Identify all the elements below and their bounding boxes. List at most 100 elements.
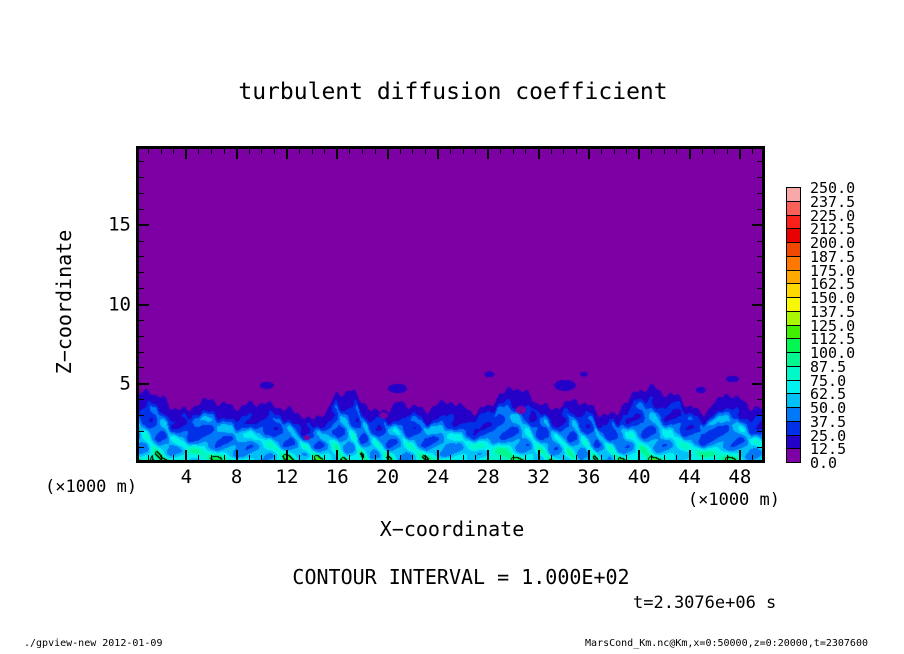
x-axis-tick: [361, 455, 363, 460]
y-axis-tick-right: [757, 319, 762, 321]
x-axis-tick-top: [537, 149, 540, 159]
x-axis-tick: [160, 455, 162, 460]
x-axis-tick: [235, 450, 238, 460]
colorbar-box: [786, 434, 801, 450]
x-axis-tick: [563, 455, 565, 460]
x-axis-tick-top: [626, 149, 628, 154]
x-axis-tick-top: [751, 149, 753, 154]
x-axis-tick-top: [638, 149, 641, 159]
x-axis-tick-top: [210, 149, 212, 154]
x-axis-tick: [475, 455, 477, 460]
x-axis-tick-top: [587, 149, 590, 159]
y-axis-tick: [139, 414, 144, 416]
colorbar-box: [786, 407, 801, 422]
x-axis-tick: [600, 455, 602, 460]
x-axis-tick-top: [349, 149, 351, 154]
x-tick-label: 28: [476, 466, 500, 488]
x-tick-label: 32: [527, 466, 550, 488]
colorbar-label: 112.5: [810, 330, 856, 349]
colorbar-box: [786, 352, 801, 367]
x-unit-label-left: (×1000 m): [45, 477, 138, 497]
x-axis-tick-top: [424, 149, 426, 154]
x-axis-tick: [374, 455, 376, 460]
x-axis-tick: [537, 450, 540, 460]
colorbar-label: 225.0: [810, 206, 856, 225]
colorbar-label: 37.5: [810, 412, 847, 431]
colorbar-label: 100.0: [810, 344, 856, 362]
x-axis-tick: [714, 455, 716, 460]
x-axis-tick-top: [738, 149, 741, 159]
y-axis-tick: [139, 335, 144, 337]
y-axis-tick-right: [752, 224, 762, 227]
y-axis-tick-right: [757, 177, 762, 179]
colorbar-label: 12.5: [810, 440, 847, 459]
x-axis-tick: [550, 455, 552, 460]
colorbar-box: [786, 324, 801, 340]
colorbar-label: 125.0: [810, 316, 856, 335]
x-tick-label: 40: [627, 466, 651, 488]
contour-interval-note: CONTOUR INTERVAL = 1.000E+02: [292, 565, 630, 589]
x-axis-tick-top: [299, 149, 301, 154]
colorbar-box: [786, 269, 801, 285]
colorbar-box: [786, 214, 801, 230]
colorbar-box: [786, 338, 801, 353]
y-axis-tick: [139, 303, 149, 306]
y-axis-tick: [139, 382, 149, 385]
y-axis-tick-right: [757, 399, 762, 401]
colorbar-box: [786, 297, 801, 312]
x-axis-tick-top: [462, 149, 464, 154]
x-axis-tick: [148, 455, 150, 460]
x-axis-tick-top: [198, 149, 200, 154]
x-axis-tick: [436, 450, 439, 460]
x-axis-tick: [512, 455, 514, 460]
colorbar-box: [786, 187, 801, 202]
colorbar-box: [786, 365, 801, 381]
x-axis-tick: [525, 455, 527, 460]
y-axis-tick-right: [757, 414, 762, 416]
x-axis-tick: [500, 455, 502, 460]
x-axis-tick-top: [525, 149, 527, 154]
x-axis-tick: [613, 455, 615, 460]
x-tick-label: 48: [728, 466, 752, 488]
x-axis-tick-top: [475, 149, 477, 154]
heatmap-canvas: [136, 146, 765, 463]
x-axis-tick: [299, 455, 301, 460]
y-axis-tick-right: [757, 256, 762, 258]
y-axis-tick: [139, 367, 144, 369]
colorbar-box: [786, 200, 801, 216]
x-axis-tick-top: [223, 149, 225, 154]
x-axis-tick: [285, 450, 288, 460]
y-axis-tick: [139, 161, 144, 163]
y-axis-tick: [139, 351, 144, 353]
x-tick-label: 20: [376, 466, 400, 488]
x-axis-tick-top: [450, 149, 451, 154]
x-tick-label: 44: [678, 466, 701, 488]
y-axis-tick: [139, 319, 144, 321]
x-axis-tick-top: [714, 149, 716, 154]
y-axis-tick-right: [757, 367, 762, 369]
colorbar-label: 25.0: [810, 426, 847, 445]
x-axis-tick-top: [575, 149, 577, 154]
x-axis-tick-top: [399, 149, 401, 154]
y-axis-tick-right: [757, 272, 762, 274]
colorbar-label: 87.5: [810, 357, 847, 376]
x-axis-tick: [726, 455, 728, 460]
y-axis-tick: [139, 430, 144, 432]
x-axis-tick: [173, 455, 175, 460]
time-label: t=2.3076e+06 s: [633, 593, 777, 613]
x-axis-tick-top: [613, 149, 615, 154]
x-tick-label: 4: [180, 466, 193, 488]
x-axis-tick: [638, 450, 641, 460]
x-axis-tick-top: [160, 149, 162, 154]
y-axis-tick: [139, 224, 149, 227]
colorbar-label: 150.0: [810, 289, 856, 307]
x-axis-tick-top: [148, 149, 150, 154]
x-axis-tick-top: [248, 149, 250, 154]
y-axis-tick-right: [757, 446, 762, 448]
colorbar-box: [786, 228, 801, 243]
x-axis-tick-top: [663, 149, 665, 154]
y-axis-tick-right: [757, 193, 762, 195]
x-axis-tick: [701, 455, 703, 460]
x-axis-tick-top: [550, 149, 552, 154]
y-axis-tick: [139, 272, 144, 274]
